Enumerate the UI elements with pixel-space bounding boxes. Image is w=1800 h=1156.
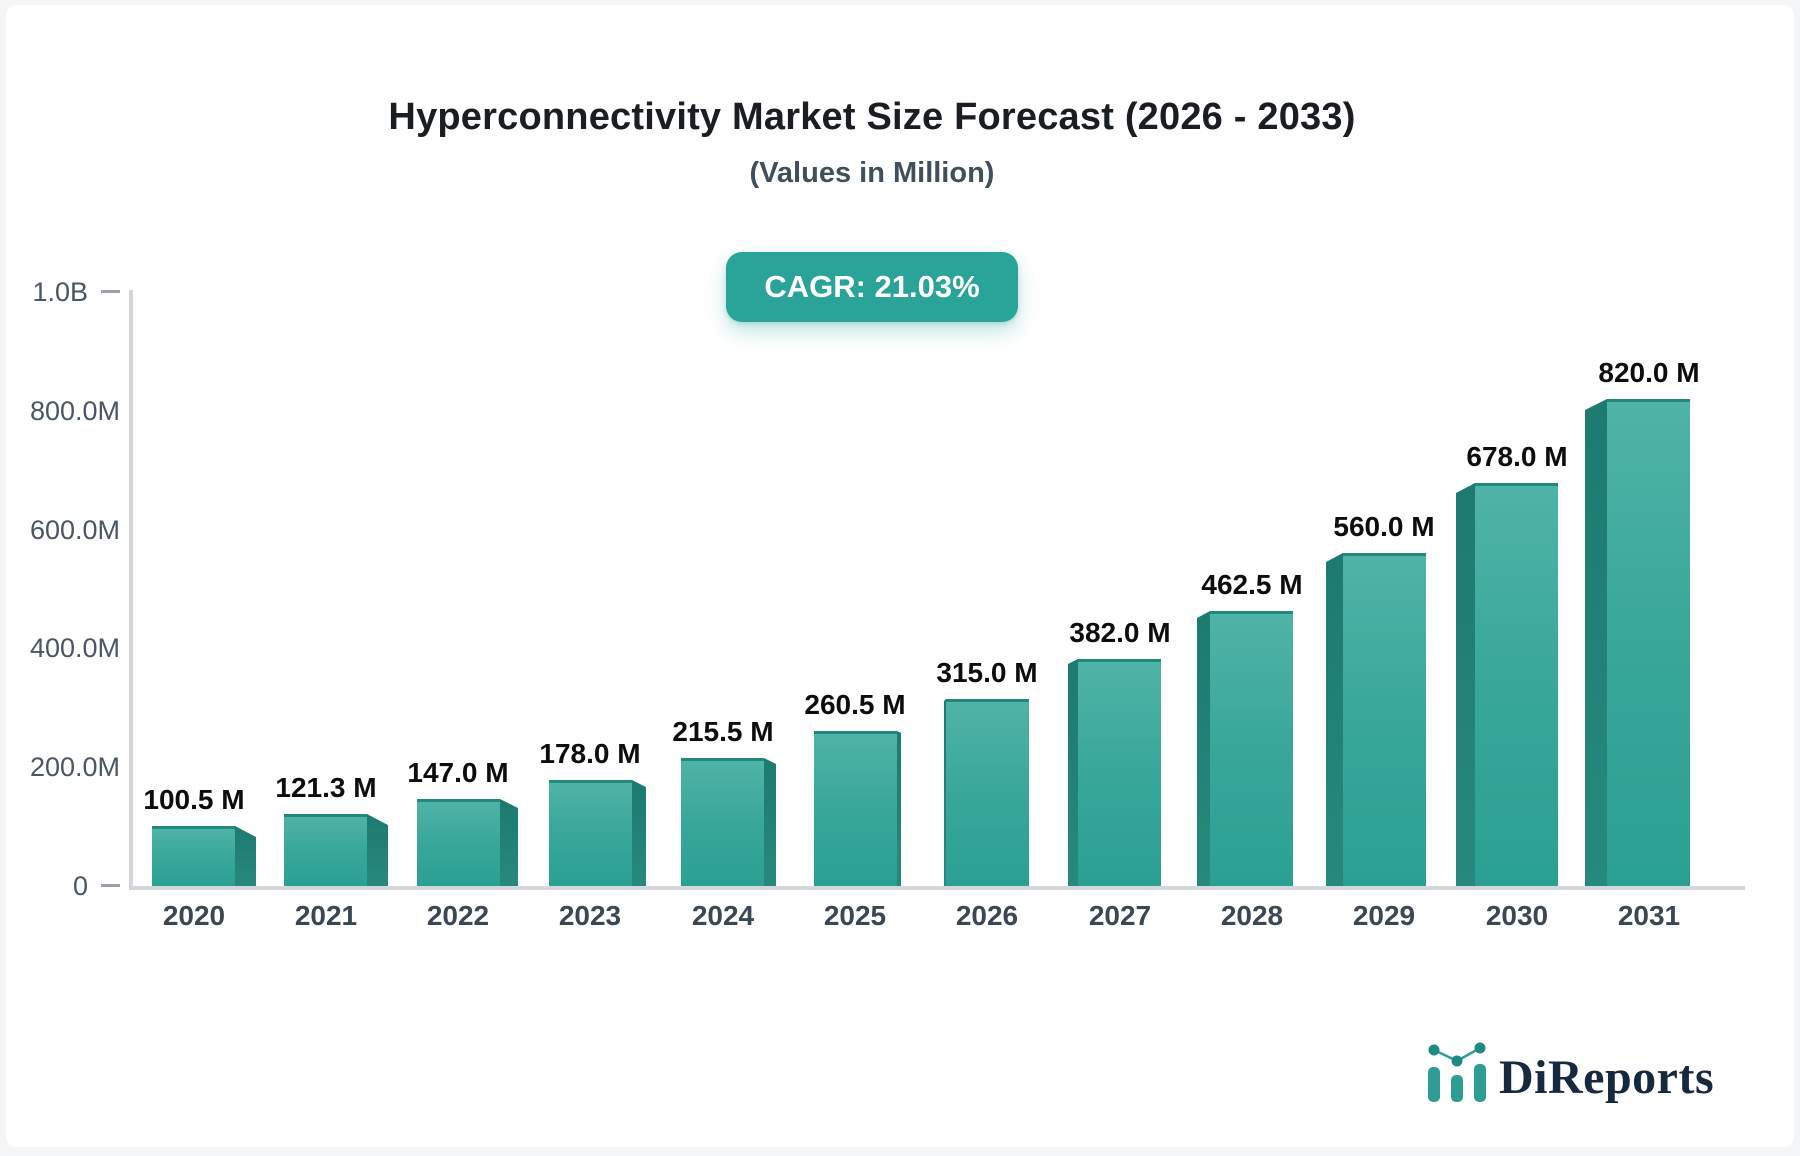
x-tick-label: 2030 [1485,900,1549,931]
x-tick-label: 2020 [162,900,226,931]
y-tick-label: 200.0M [29,752,120,783]
bar [1343,553,1426,886]
bar [1078,659,1161,886]
x-tick-label: 2029 [1352,900,1416,931]
bar [946,699,1029,886]
bar-3d-side [1585,399,1607,886]
bar [549,780,632,886]
bar-3d-side [367,814,388,886]
x-tick-label: 2021 [294,900,358,931]
chart-subtitle: (Values in Million) [749,157,995,189]
x-tick-label: 2028 [1220,900,1284,931]
bar-3d-side [944,699,946,886]
y-tick-label: 400.0M [29,633,120,664]
bar [152,826,235,886]
bar-value-label: 260.5 M [804,689,906,720]
bar-value-label: 678.0 M [1466,441,1568,472]
bar [284,814,367,886]
bar [417,799,500,886]
brand-logo: DiReports [1426,1038,1714,1106]
x-tick-label: 2024 [691,900,755,931]
y-tick-label: 0 [0,870,120,902]
bar-value-label: 382.0 M [1069,617,1171,648]
bar-value-label: 178.0 M [539,738,641,769]
bar-value-label: 315.0 M [936,657,1038,688]
y-tick-label: 600.0M [29,514,120,545]
cagr-badge: CAGR: 21.03% [726,252,1018,322]
bar-3d-side [500,799,518,886]
bar [1607,399,1690,886]
bar-3d-side [1326,553,1343,886]
logo-chart-icon [1428,1042,1486,1102]
bar-3d-side [632,780,646,886]
bar-3d-side [1068,659,1078,886]
bar [681,758,764,886]
x-tick-label: 2023 [558,900,622,931]
bar-3d-side [235,826,256,886]
chart-title: Hyperconnectivity Market Size Forecast (… [388,96,1356,138]
x-tick-label: 2025 [823,900,887,931]
y-tick-label: 800.0M [29,395,120,426]
brand-name: DiReports [1499,1051,1715,1104]
bar [1210,611,1293,886]
bar-value-label: 560.0 M [1333,511,1435,542]
y-tick-mark [101,884,120,887]
bar-value-label: 121.3 M [275,772,377,803]
bar-value-label: 820.0 M [1598,357,1700,388]
bar-3d-side [897,731,901,886]
cagr-badge-row: CAGR: 21.03% [0,252,1800,322]
bar [1475,483,1558,886]
bar [814,731,897,886]
x-axis-line [129,886,1745,890]
bar-3d-side [764,758,776,886]
bar-value-label: 100.5 M [143,784,245,815]
y-tick-label: 1.0B [0,276,120,308]
bar-value-label: 215.5 M [672,716,774,747]
bar-value-label: 462.5 M [1201,569,1303,600]
bar-3d-side [1197,611,1210,886]
y-axis-line [129,290,133,888]
y-tick-mark [101,290,120,293]
x-tick-label: 2027 [1088,900,1152,931]
x-tick-label: 2022 [426,900,490,931]
bar-3d-side [1456,483,1475,886]
chart-header: Hyperconnectivity Market Size Forecast (… [0,0,1800,190]
x-tick-label: 2031 [1617,900,1681,931]
x-tick-label: 2026 [955,900,1019,931]
bar-value-label: 147.0 M [407,757,509,788]
